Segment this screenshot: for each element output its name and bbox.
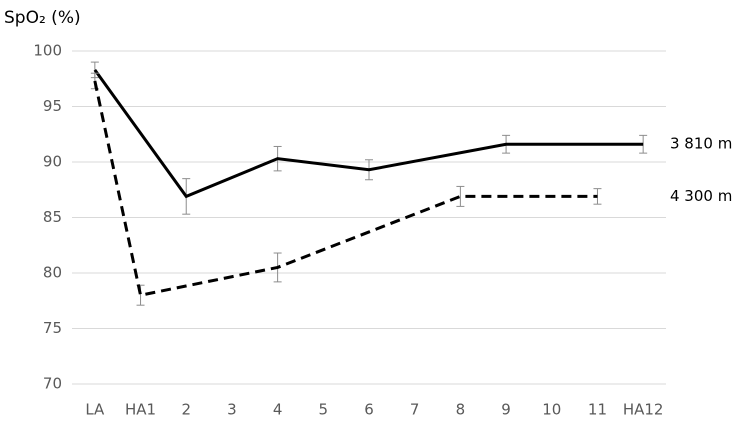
y-tick-label: 70 (43, 375, 62, 393)
x-tick-label: 6 (364, 401, 374, 419)
y-tick-label: 80 (43, 264, 62, 282)
x-tick-label: 9 (501, 401, 511, 419)
x-tick-label: 3 (227, 401, 237, 419)
y-tick-label: 90 (43, 153, 62, 171)
x-tick-label: 4 (273, 401, 283, 419)
x-tick-label: LA (85, 401, 105, 419)
x-tick-label: HA12 (623, 401, 664, 419)
x-tick-label: 2 (181, 401, 191, 419)
y-tick-label: 85 (43, 208, 62, 226)
x-tick-label: 8 (456, 401, 466, 419)
y-tick-label: 75 (43, 319, 62, 337)
x-tick-label: 10 (542, 401, 561, 419)
x-tick-label: HA1 (125, 401, 156, 419)
y-tick-label: 95 (43, 97, 62, 115)
x-tick-label: 7 (410, 401, 420, 419)
y-tick-label: 100 (33, 42, 62, 60)
series-line (93, 68, 644, 199)
error-bar (456, 185, 465, 207)
x-tick-label: 5 (319, 401, 329, 419)
y-axis-title: SpO₂ (%) (4, 8, 81, 28)
x-tick-label: 11 (588, 401, 607, 419)
series-line (93, 80, 598, 297)
series-label: 4 300 m (670, 187, 732, 205)
series-label: 3 810 m (670, 135, 732, 153)
